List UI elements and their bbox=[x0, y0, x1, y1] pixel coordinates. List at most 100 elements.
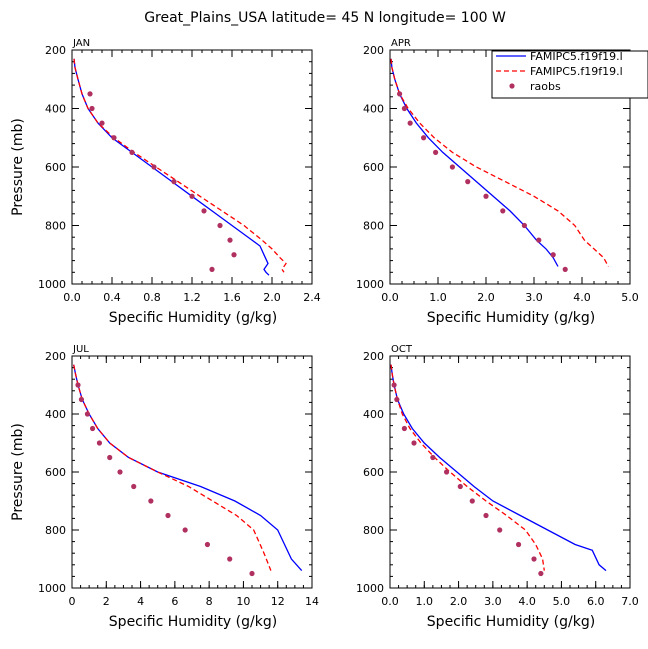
raobs-point bbox=[182, 527, 188, 533]
x-tick-label: 0.8 bbox=[143, 291, 161, 304]
x-tick-label: 2.4 bbox=[303, 291, 321, 304]
raobs-point bbox=[204, 541, 211, 548]
x-tick-label: 0 bbox=[69, 595, 76, 608]
raobs-point bbox=[521, 222, 528, 229]
raobs-point bbox=[449, 164, 455, 170]
y-tick-label: 200 bbox=[363, 44, 384, 57]
raobs-point bbox=[465, 179, 471, 185]
y-tick-label: 800 bbox=[363, 220, 384, 233]
y-tick-label: 400 bbox=[45, 408, 66, 421]
raobs-point bbox=[87, 91, 93, 97]
x-tick-label: 1.0 bbox=[416, 595, 434, 608]
x-tick-label: 7.0 bbox=[621, 595, 639, 608]
raobs-point bbox=[151, 164, 157, 170]
y-tick-label: 600 bbox=[45, 466, 66, 479]
raobs-point bbox=[111, 135, 117, 141]
raobs-point bbox=[231, 252, 237, 258]
raobs-point bbox=[171, 179, 177, 185]
raobs-point bbox=[227, 237, 233, 243]
y-tick-label: 200 bbox=[45, 350, 66, 363]
legend-swatch-raobs bbox=[509, 83, 515, 89]
raobs-point bbox=[394, 396, 400, 403]
raobs-point bbox=[249, 570, 255, 577]
raobs-point bbox=[89, 105, 95, 112]
raobs-point bbox=[217, 222, 223, 229]
y-tick-label: 200 bbox=[363, 350, 384, 363]
x-tick-label: 4 bbox=[137, 595, 144, 608]
raobs-point bbox=[433, 149, 439, 155]
plot-frame bbox=[71, 355, 313, 589]
legend-entry-label: raobs bbox=[530, 80, 561, 93]
raobs-point bbox=[407, 120, 413, 126]
x-tick-label: 2.0 bbox=[477, 291, 495, 304]
x-axis-label: Specific Humidity (g/kg) bbox=[109, 310, 277, 326]
raobs-point bbox=[538, 570, 544, 577]
raobs-point bbox=[531, 556, 537, 562]
series-line-blue-solid bbox=[73, 364, 303, 572]
y-tick-label: 800 bbox=[45, 220, 66, 233]
raobs-point bbox=[131, 483, 137, 490]
x-tick-label: 6.0 bbox=[587, 595, 605, 608]
y-tick-label: 800 bbox=[45, 524, 66, 537]
x-tick-label: 5.0 bbox=[621, 291, 639, 304]
y-tick-label: 600 bbox=[363, 466, 384, 479]
panel-month-label: APR bbox=[391, 38, 411, 49]
panel-jul: 0 2 4 6 8 10 12 14 200 400 600 800 1000 JUL Specific H… bbox=[10, 344, 319, 630]
raobs-point bbox=[411, 440, 417, 446]
x-tick-label: 5.0 bbox=[553, 595, 571, 608]
raobs-point bbox=[117, 469, 123, 475]
panel-month-label: JUL bbox=[72, 344, 89, 355]
x-tick-label: 3.0 bbox=[484, 595, 502, 608]
panel-jan: 0.0 0.4 0.8 1.2 1.6 2.0 2.4 200 400 600 800 1000 JAN… bbox=[10, 38, 321, 326]
raobs-point bbox=[497, 527, 503, 533]
raobs-point bbox=[469, 498, 475, 504]
y-tick-label: 600 bbox=[45, 161, 66, 174]
x-axis-label: Specific Humidity (g/kg) bbox=[427, 310, 595, 326]
legend-entry-label: FAMIPC5.f19f19.l bbox=[530, 65, 623, 78]
legend-box bbox=[491, 50, 648, 99]
raobs-point bbox=[78, 396, 85, 403]
raobs-point bbox=[500, 208, 506, 214]
figure-title: Great_Plains_USA latitude= 45 N longitud… bbox=[144, 10, 506, 26]
series-line-blue-solid bbox=[390, 58, 559, 267]
raobs-point bbox=[391, 382, 397, 388]
series-line-blue-solid bbox=[73, 58, 270, 276]
legend-entry-label: FAMIPC5.f19f19.l bbox=[530, 50, 623, 63]
raobs-point bbox=[515, 541, 522, 548]
y-tick-label: 1000 bbox=[38, 582, 66, 595]
panel-apr: 0.0 1.0 2.0 3.0 4.0 5.0 200 400 600 800 1000 APR Spe… bbox=[356, 38, 639, 326]
y-tick-label: 1000 bbox=[356, 582, 384, 595]
series-line-red-dashed bbox=[390, 364, 545, 571]
x-tick-label: 0.4 bbox=[103, 291, 121, 304]
x-tick-label: 8 bbox=[206, 595, 213, 608]
x-tick-label: 6 bbox=[171, 595, 178, 608]
x-tick-label: 1.0 bbox=[429, 291, 447, 304]
series-line-red-dashed bbox=[73, 58, 287, 273]
raobs-point bbox=[89, 425, 96, 432]
raobs-point bbox=[165, 512, 171, 519]
y-tick-label: 400 bbox=[45, 103, 66, 116]
y-tick-label: 1000 bbox=[356, 278, 384, 291]
raobs-point bbox=[483, 193, 489, 199]
plot-frame bbox=[71, 49, 313, 285]
raobs-point bbox=[550, 252, 556, 258]
y-axis-label: Pressure (mb) bbox=[10, 118, 26, 216]
x-tick-label: 0.0 bbox=[381, 595, 399, 608]
x-tick-label: 10 bbox=[236, 595, 250, 608]
raobs-point bbox=[148, 498, 154, 504]
raobs-point bbox=[99, 120, 105, 126]
x-tick-label: 4.0 bbox=[573, 291, 591, 304]
x-tick-label: 2.0 bbox=[450, 595, 468, 608]
raobs-point bbox=[401, 425, 407, 432]
y-tick-label: 800 bbox=[363, 524, 384, 537]
raobs-point bbox=[421, 135, 427, 141]
raobs-point bbox=[201, 208, 207, 214]
x-tick-label: 14 bbox=[305, 595, 319, 608]
y-tick-label: 200 bbox=[45, 44, 66, 57]
x-tick-label: 12 bbox=[271, 595, 285, 608]
raobs-point bbox=[457, 483, 463, 490]
raobs-point bbox=[401, 105, 407, 112]
raobs-point bbox=[84, 411, 91, 417]
chart-panels: 0.0 0.4 0.8 1.2 1.6 2.0 2.4 200 400 600 800 1000 JAN… bbox=[10, 38, 639, 630]
